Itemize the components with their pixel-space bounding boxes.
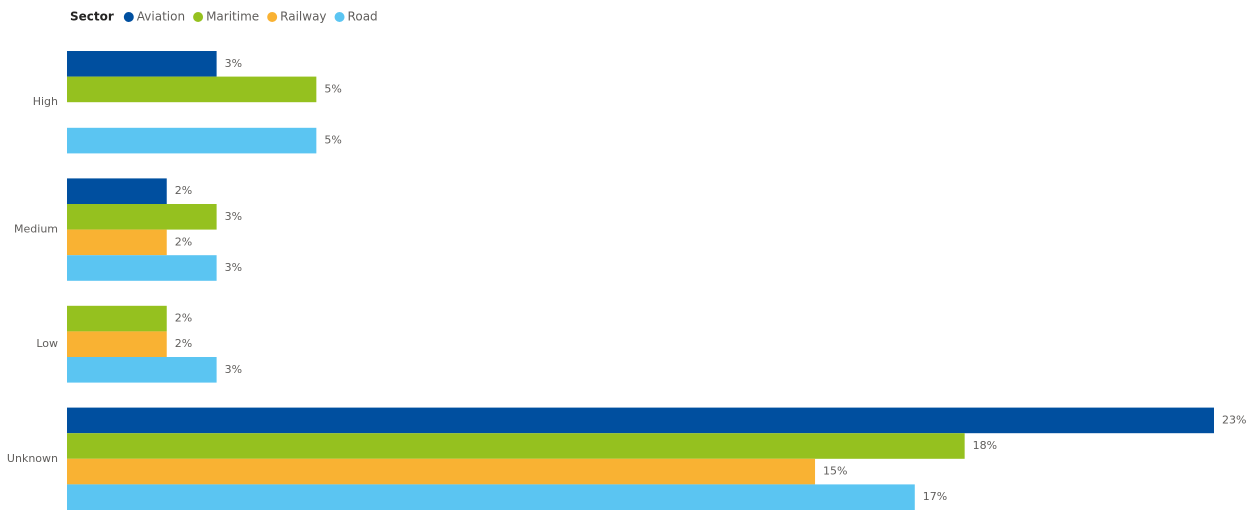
data-label: 3% <box>225 210 242 223</box>
data-label: 2% <box>175 312 192 325</box>
bar <box>67 357 217 383</box>
bar <box>67 331 167 357</box>
y-tick-label: Unknown <box>7 452 58 465</box>
bar <box>67 407 1214 434</box>
bar <box>67 51 217 77</box>
bar <box>67 305 167 332</box>
bar <box>67 229 167 256</box>
data-label: 3% <box>225 261 242 274</box>
bar <box>67 204 217 230</box>
legend-swatch <box>334 12 345 22</box>
data-label: 17% <box>923 490 947 503</box>
data-label: 5% <box>324 82 341 95</box>
bar <box>67 127 317 154</box>
legend-swatch <box>193 12 204 22</box>
bar <box>67 76 317 103</box>
bar <box>67 484 915 510</box>
data-label: 15% <box>823 465 847 478</box>
legend-swatch <box>267 12 278 22</box>
data-label: 3% <box>225 363 242 376</box>
legend-label: Maritime <box>206 10 259 24</box>
data-label: 5% <box>324 134 341 147</box>
bar <box>67 178 167 204</box>
legend-label: Railway <box>280 10 326 24</box>
bar <box>67 255 217 281</box>
data-label: 2% <box>175 184 192 197</box>
y-tick-label: Medium <box>14 223 58 236</box>
legend-label: Road <box>348 10 378 24</box>
y-tick-label: High <box>33 95 58 108</box>
y-tick-label: Low <box>36 337 58 350</box>
legend-title: Sector <box>70 10 114 24</box>
legend-label: Aviation <box>137 10 185 24</box>
bar <box>67 433 965 459</box>
data-label: 23% <box>1222 413 1246 426</box>
legend-swatch <box>123 12 134 22</box>
data-label: 18% <box>973 439 997 452</box>
data-label: 2% <box>175 235 192 248</box>
bar <box>67 458 816 485</box>
data-label: 2% <box>175 337 192 350</box>
data-label: 3% <box>225 57 242 70</box>
